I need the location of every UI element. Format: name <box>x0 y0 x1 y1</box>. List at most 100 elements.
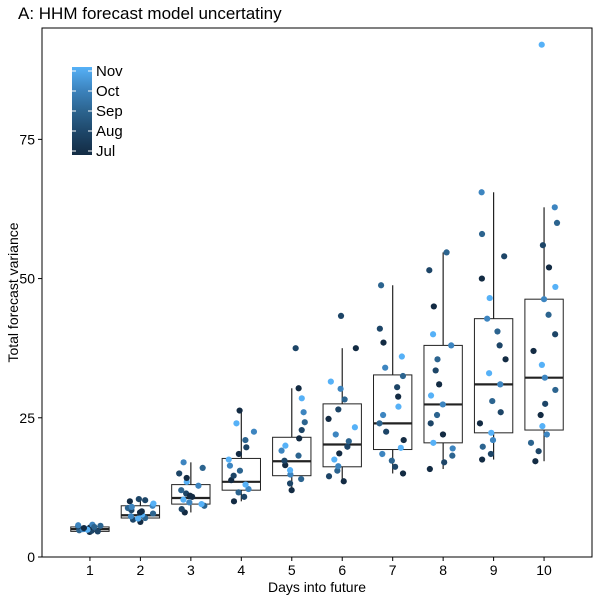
data-point <box>282 442 289 449</box>
data-point <box>186 492 194 499</box>
data-point <box>236 407 243 414</box>
data-point <box>245 485 252 493</box>
box <box>221 457 261 491</box>
data-point <box>327 378 334 385</box>
data-point <box>496 342 503 349</box>
data-point <box>242 481 249 488</box>
x-tick-label: 8 <box>439 562 447 578</box>
data-point <box>497 409 504 416</box>
data-point <box>494 328 501 335</box>
data-point <box>351 424 358 431</box>
data-point <box>436 381 443 388</box>
data-point <box>183 474 190 482</box>
data-point <box>530 347 537 355</box>
data-point <box>149 510 157 517</box>
data-point <box>379 411 387 419</box>
data-point <box>537 411 544 419</box>
data-point <box>538 41 545 48</box>
data-point <box>230 472 237 479</box>
data-point <box>399 470 407 477</box>
x-tick-label: 3 <box>187 562 195 578</box>
data-point <box>539 242 547 249</box>
data-point <box>178 487 185 494</box>
data-point <box>478 230 486 238</box>
data-point <box>383 428 390 435</box>
data-point <box>97 522 104 529</box>
data-point <box>382 364 389 371</box>
legend-label: Jul <box>96 143 115 160</box>
data-point <box>478 275 485 282</box>
data-point <box>487 450 495 458</box>
data-point <box>242 436 249 444</box>
data-point <box>331 456 338 463</box>
data-point <box>535 448 542 455</box>
data-point <box>484 315 491 322</box>
data-point <box>434 356 441 363</box>
chart-title: A: HHM forecast model uncertatiny <box>18 4 282 23</box>
data-point <box>281 457 288 464</box>
data-point <box>135 515 142 522</box>
data-point <box>186 499 193 506</box>
data-point <box>553 219 561 226</box>
data-point <box>489 436 497 444</box>
data-point <box>128 503 135 510</box>
data-point <box>380 339 387 346</box>
data-point <box>180 496 187 503</box>
data-point <box>142 497 149 504</box>
data-point <box>426 465 433 473</box>
data-point <box>502 356 509 363</box>
data-point <box>298 475 305 483</box>
data-point <box>176 470 183 477</box>
data-point <box>443 249 450 256</box>
data-point <box>439 401 446 408</box>
data-point <box>288 487 295 494</box>
data-point <box>376 325 383 332</box>
y-tick-label: 0 <box>27 549 35 565</box>
data-point <box>432 367 439 374</box>
data-point <box>225 456 232 463</box>
x-tick-label: 4 <box>237 562 245 578</box>
data-point <box>394 384 401 391</box>
x-tick-label: 1 <box>86 562 94 578</box>
data-point <box>545 311 552 318</box>
data-point <box>298 395 305 402</box>
legend: Nov Oct Sep Aug Jul <box>72 63 123 160</box>
data-point <box>296 435 303 442</box>
data-point <box>301 419 308 426</box>
data-point <box>352 345 359 352</box>
data-point <box>127 513 135 520</box>
data-point <box>150 500 157 507</box>
data-point <box>335 406 342 413</box>
data-point <box>336 450 343 457</box>
data-point <box>542 400 549 407</box>
data-point <box>476 420 484 427</box>
data-point <box>552 283 559 291</box>
data-point <box>395 403 402 410</box>
data-point <box>295 385 302 392</box>
data-point <box>551 204 558 211</box>
box <box>423 344 463 444</box>
data-point <box>286 480 294 487</box>
data-point <box>126 498 133 505</box>
data-point <box>198 501 205 508</box>
y-tick-label: 75 <box>19 131 35 147</box>
data-point <box>388 457 395 464</box>
data-point <box>545 264 553 271</box>
data-point <box>138 508 145 515</box>
plot-panel-border <box>41 27 593 558</box>
x-axis-title: Days into future <box>268 579 366 595</box>
y-axis-title: Total forecast variance <box>5 222 21 362</box>
data-point <box>540 296 548 303</box>
x-tick-label: 10 <box>536 562 552 578</box>
data-point <box>449 452 456 459</box>
data-point <box>345 438 352 445</box>
data-point <box>527 439 535 446</box>
data-point <box>426 267 433 274</box>
data-point <box>427 420 434 427</box>
data-point <box>541 374 548 381</box>
data-point <box>287 471 294 478</box>
data-point <box>478 189 485 196</box>
data-point <box>325 473 333 480</box>
data-point <box>532 458 539 465</box>
